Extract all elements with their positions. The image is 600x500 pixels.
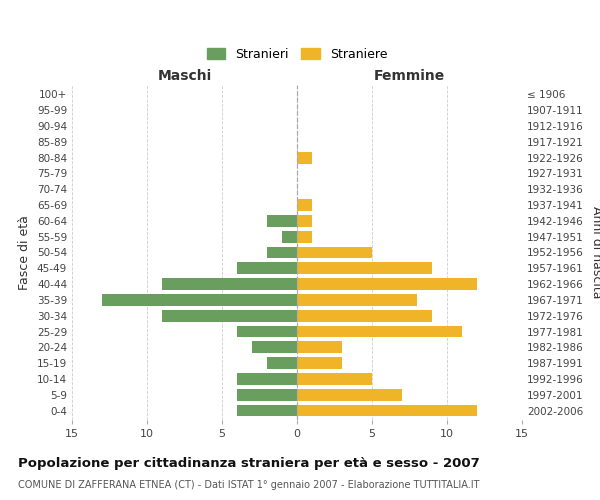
Legend: Stranieri, Straniere: Stranieri, Straniere: [206, 48, 388, 60]
Text: COMUNE DI ZAFFERANA ETNEA (CT) - Dati ISTAT 1° gennaio 2007 - Elaborazione TUTTI: COMUNE DI ZAFFERANA ETNEA (CT) - Dati IS…: [18, 480, 479, 490]
Bar: [297, 404, 477, 416]
Bar: [267, 215, 297, 227]
Bar: [297, 278, 477, 290]
Bar: [297, 342, 342, 353]
Bar: [282, 231, 297, 242]
Bar: [297, 373, 372, 385]
Text: Femmine: Femmine: [374, 68, 445, 82]
Bar: [297, 326, 462, 338]
Bar: [267, 246, 297, 258]
Bar: [162, 278, 297, 290]
Bar: [297, 199, 312, 211]
Bar: [297, 310, 432, 322]
Y-axis label: Fasce di età: Fasce di età: [19, 215, 31, 290]
Text: Popolazione per cittadinanza straniera per età e sesso - 2007: Popolazione per cittadinanza straniera p…: [18, 458, 480, 470]
Bar: [237, 262, 297, 274]
Bar: [297, 152, 312, 164]
Bar: [297, 294, 417, 306]
Bar: [297, 246, 372, 258]
Bar: [237, 404, 297, 416]
Bar: [237, 389, 297, 400]
Bar: [102, 294, 297, 306]
Bar: [297, 357, 342, 369]
Bar: [267, 357, 297, 369]
Text: Maschi: Maschi: [157, 68, 212, 82]
Bar: [237, 373, 297, 385]
Bar: [297, 215, 312, 227]
Bar: [162, 310, 297, 322]
Bar: [297, 231, 312, 242]
Bar: [297, 262, 432, 274]
Bar: [237, 326, 297, 338]
Y-axis label: Anni di nascita: Anni di nascita: [590, 206, 600, 298]
Bar: [252, 342, 297, 353]
Bar: [297, 389, 402, 400]
